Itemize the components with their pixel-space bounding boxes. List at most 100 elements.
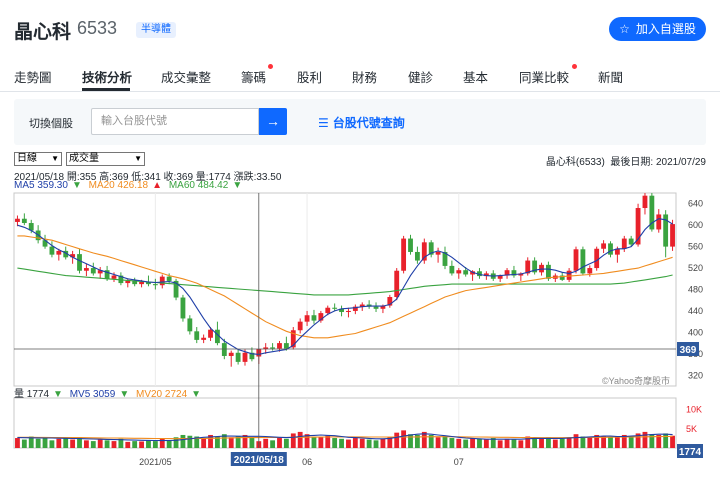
stock-code: 6533 xyxy=(77,18,118,38)
add-watchlist-button[interactable]: ☆ 加入自選股 xyxy=(609,17,706,41)
candle-body xyxy=(408,238,413,252)
y-tick-label: 640 xyxy=(688,199,703,209)
candle-body xyxy=(414,251,420,261)
y-tick-label: 320 xyxy=(688,370,703,380)
y-tick-label: 480 xyxy=(688,285,703,295)
candle-body xyxy=(421,242,427,261)
tab-peers[interactable]: 同業比較 xyxy=(519,71,570,85)
y-tick-label: 560 xyxy=(688,242,703,252)
tab-dividend[interactable]: 股利 xyxy=(297,71,323,85)
x-tick-label: 06 xyxy=(302,457,312,467)
volume-bar xyxy=(628,437,634,448)
volume-bar xyxy=(111,441,117,448)
volume-bar xyxy=(456,438,462,448)
volume-bar xyxy=(28,436,34,448)
volume-bar xyxy=(277,438,282,448)
chart-info-right: 晶心科(6533) 最後日期: 2021/07/29 xyxy=(546,153,706,168)
tab-chips[interactable]: 籌碼 xyxy=(241,71,267,85)
candle-body xyxy=(587,268,593,274)
candle-body xyxy=(546,264,551,279)
candle-body xyxy=(104,270,110,279)
volume-bar xyxy=(215,436,220,448)
tab-trend[interactable]: 走勢圖 xyxy=(14,71,52,85)
stock-search-input[interactable]: 輸入台股代號 xyxy=(91,108,259,135)
volume-bar xyxy=(442,435,448,448)
search-submit-button[interactable]: → xyxy=(259,108,287,135)
volume-bar xyxy=(104,440,110,448)
candle-body xyxy=(49,246,55,255)
volume-bar xyxy=(532,438,538,448)
volume-bar xyxy=(77,437,82,448)
search-label: 切換個股 xyxy=(29,118,73,130)
candle-body xyxy=(90,268,96,274)
volume-bar xyxy=(83,440,89,448)
candle-body xyxy=(228,352,234,356)
tab-technical[interactable]: 技術分析 xyxy=(82,71,133,85)
volume-bar xyxy=(394,432,400,448)
code-lookup-link[interactable]: ☰ 台股代號查詢 xyxy=(318,114,405,131)
vol-tick-label: 10K xyxy=(686,405,702,415)
candle-body xyxy=(201,337,207,340)
sector-badge[interactable]: 半導體 xyxy=(136,22,176,38)
chart-stock-label: 晶心科(6533) xyxy=(545,157,605,168)
volume-bar xyxy=(173,437,179,448)
volume-bar xyxy=(180,434,186,448)
volume-bar xyxy=(325,435,331,448)
volume-bar xyxy=(318,436,324,448)
volume-bar xyxy=(297,431,303,448)
volume-bar xyxy=(552,439,558,448)
y-tick-label: 520 xyxy=(688,263,703,273)
candle-body xyxy=(594,248,600,269)
indicator-select[interactable]: 成交量 ▼ xyxy=(66,152,145,166)
volume-bar xyxy=(290,433,296,448)
tab-trades[interactable]: 成交彙整 xyxy=(161,71,212,85)
candle-body xyxy=(580,249,586,274)
y-tick-label: 400 xyxy=(688,327,703,337)
candle-body xyxy=(670,224,675,247)
x-tick-label: 07 xyxy=(454,457,464,467)
notification-dot xyxy=(572,64,577,69)
candle-body xyxy=(470,271,475,275)
volume-bar xyxy=(380,438,386,448)
vol-tick-label: 5K xyxy=(686,424,697,434)
candle-body xyxy=(339,308,344,313)
candle-body xyxy=(277,343,282,349)
candle-body xyxy=(649,195,655,230)
volume-bar xyxy=(608,437,613,448)
volume-bar xyxy=(63,438,69,448)
volume-bar xyxy=(470,438,475,448)
candle-body xyxy=(194,331,200,340)
candle-body xyxy=(352,306,358,311)
volume-bar xyxy=(539,438,544,448)
volume-bar xyxy=(70,439,76,448)
candle-body xyxy=(401,238,407,271)
volume-bar xyxy=(421,431,427,448)
ma20-up-icon: ▲ xyxy=(152,180,163,191)
candle-body xyxy=(180,297,186,319)
tab-news[interactable]: 新聞 xyxy=(598,71,624,85)
volume-bar xyxy=(401,430,407,448)
volume-bar xyxy=(152,441,158,448)
volume-bar xyxy=(139,441,144,448)
candle-body xyxy=(283,343,289,349)
tab-health[interactable]: 健診 xyxy=(408,71,434,85)
candle-body xyxy=(608,243,613,255)
tab-basic[interactable]: 基本 xyxy=(463,71,489,85)
candle-body xyxy=(456,270,462,274)
crosshair-date-label: 2021/05/18 xyxy=(234,455,284,466)
candle-body xyxy=(21,218,27,224)
list-icon: ☰ xyxy=(318,116,329,130)
candle-body xyxy=(359,304,365,307)
candle-body xyxy=(318,313,324,321)
period-select[interactable]: 日線 ▼ xyxy=(14,152,62,166)
mv5-down-icon: ▼ xyxy=(119,389,130,400)
candle-body xyxy=(187,318,193,332)
candle-body xyxy=(70,254,76,258)
ma60-line xyxy=(17,267,673,296)
tab-financial[interactable]: 財務 xyxy=(352,71,378,85)
crosshair-price-label: 369 xyxy=(680,345,697,356)
stock-header: 晶心科 6533 半導體 ☆ 加入自選股 xyxy=(0,0,720,58)
arrow-right-icon: → xyxy=(266,113,280,129)
candle-body xyxy=(394,270,400,298)
